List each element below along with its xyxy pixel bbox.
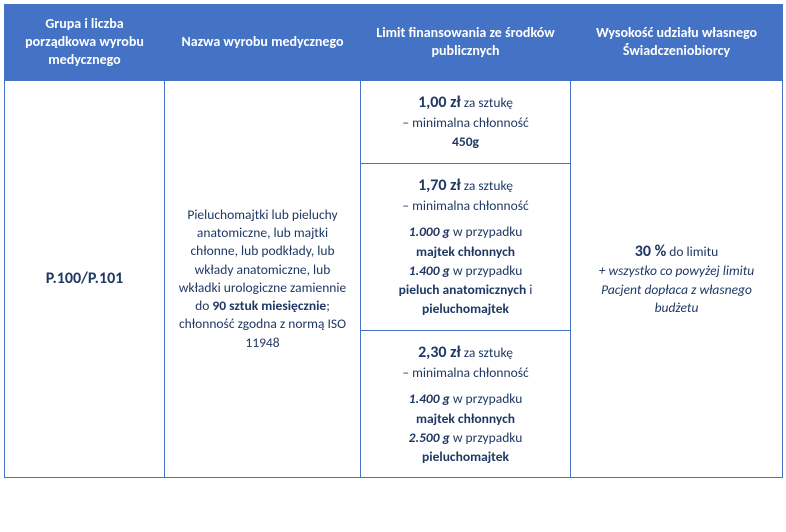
- limit2-g2prod1: pieluch anatomicznych: [399, 281, 527, 298]
- limit3-sub: – minimalna chłonność: [369, 364, 562, 382]
- limit3-g1: 1.400 g: [409, 390, 450, 407]
- limit2-per: za sztukę: [461, 177, 513, 194]
- limit3-g2txt: w przypadku: [450, 429, 523, 446]
- limit3-price: 2,30 zł: [418, 343, 461, 362]
- cell-own-share: 30 % do limitu + wszystko co powyżej lim…: [571, 80, 783, 478]
- share-pct: 30 %: [635, 242, 667, 261]
- limit2-g1: 1.000 g: [409, 223, 450, 240]
- table-row: P.100/P.101 Pieluchomajtki lub pieluchy …: [5, 80, 783, 163]
- share-pct-txt: do limitu: [666, 243, 718, 260]
- limit2-g1prod: majtek chłonnych: [369, 243, 562, 261]
- limit3-g1txt: w przypadku: [450, 390, 523, 407]
- cell-limit-3: 2,30 zł za sztukę – minimalna chłonność …: [361, 330, 571, 478]
- limit3-g1prod: majtek chłonnych: [369, 410, 562, 428]
- limit3-g2: 2.500 g: [409, 429, 450, 446]
- reimbursement-table: Grupa i liczba porządkowa wyrobu medyczn…: [4, 4, 783, 478]
- cell-limit-1: 1,00 zł za sztukę – minimalna chłonność …: [361, 80, 571, 163]
- limit1-sub: – minimalna chłonność: [369, 114, 562, 132]
- desc-qty: 90 sztuk miesięcznie: [212, 297, 326, 314]
- limit1-per: za sztukę: [461, 94, 513, 111]
- header-funding-limit: Limit finansowania ze środków publicznyc…: [361, 5, 571, 81]
- group-code: P.100/P.101: [46, 269, 124, 288]
- header-group-code: Grupa i liczba porządkowa wyrobu medyczn…: [5, 5, 165, 81]
- limit1-price: 1,00 zł: [418, 93, 461, 112]
- limit2-g2: 1.400 g: [409, 262, 450, 279]
- limit3-g2prod: pieluchomajtek: [369, 448, 562, 466]
- limit2-g1txt: w przypadku: [450, 223, 523, 240]
- cell-group-code: P.100/P.101: [5, 80, 165, 478]
- limit2-g2prod2: pieluchomajtek: [369, 300, 562, 318]
- share-sub: + wszystko co powyżej limitu Pacjent dop…: [579, 262, 774, 317]
- limit2-price: 1,70 zł: [418, 176, 461, 195]
- header-product-name: Nazwa wyrobu medycznego: [165, 5, 361, 81]
- table-header-row: Grupa i liczba porządkowa wyrobu medyczn…: [5, 5, 783, 81]
- cell-product-description: Pieluchomajtki lub pieluchy anatomiczne,…: [165, 80, 361, 478]
- limit2-g2txt: w przypadku: [450, 262, 523, 279]
- limit3-per: za sztukę: [461, 344, 513, 361]
- limit1-abs: 450g: [369, 133, 562, 151]
- limit2-sub: – minimalna chłonność: [369, 197, 562, 215]
- cell-limit-2: 1,70 zł za sztukę – minimalna chłonność …: [361, 163, 571, 330]
- header-own-share: Wysokość udziału własnego Świadczeniobio…: [571, 5, 783, 81]
- limit2-g2and: i: [526, 281, 532, 298]
